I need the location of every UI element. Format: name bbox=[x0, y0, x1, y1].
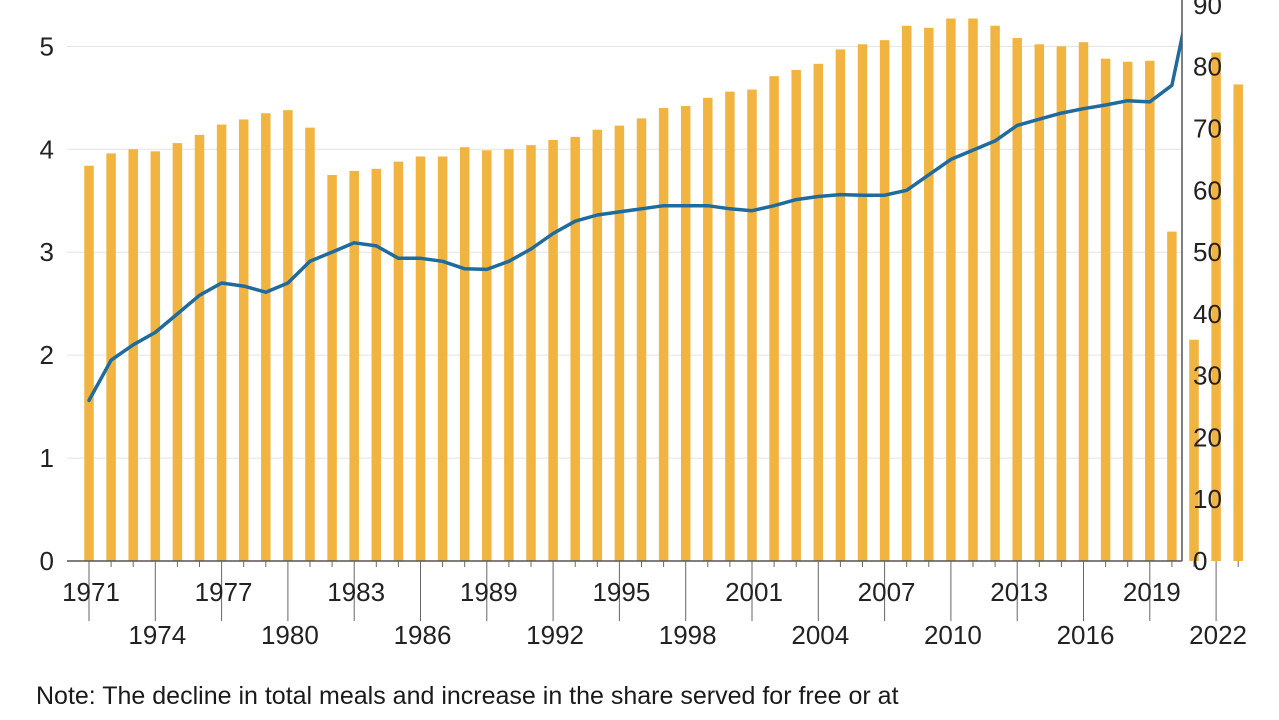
x-tick-label: 1983 bbox=[327, 577, 385, 607]
y-right-tick-label: 60 bbox=[1193, 175, 1222, 205]
bar bbox=[901, 25, 912, 561]
bar bbox=[415, 156, 426, 561]
bar bbox=[703, 97, 713, 561]
line-path bbox=[87, 28, 1182, 403]
bar bbox=[548, 139, 558, 561]
y-right-tick-label: 40 bbox=[1193, 299, 1222, 329]
x-tick-label: 1980 bbox=[261, 620, 319, 650]
x-tick-label: 2004 bbox=[791, 620, 849, 650]
x-tick-label: 2013 bbox=[990, 577, 1048, 607]
y-left-tick-label: 5 bbox=[40, 31, 54, 61]
y-right-tick-label: 10 bbox=[1193, 484, 1222, 514]
bar bbox=[238, 119, 249, 561]
bar bbox=[1233, 84, 1243, 561]
bar-series bbox=[84, 18, 1243, 561]
y-left-tick-label: 3 bbox=[40, 237, 54, 267]
y-right-tick-label: 30 bbox=[1193, 361, 1222, 391]
bar bbox=[1034, 44, 1045, 561]
y-right-tick-label: 50 bbox=[1193, 237, 1222, 267]
bar bbox=[747, 89, 757, 561]
x-tick-label: 1992 bbox=[526, 620, 584, 650]
bar bbox=[261, 113, 271, 561]
y-right-tick-label: 80 bbox=[1193, 52, 1222, 82]
bar bbox=[614, 125, 625, 561]
bar bbox=[128, 149, 138, 561]
bar bbox=[835, 49, 846, 561]
left-y-axis-ticks: 0 1 2 3 4 5 bbox=[40, 31, 54, 576]
y-left-tick-label: 0 bbox=[40, 546, 54, 576]
bar bbox=[150, 151, 161, 561]
bar bbox=[1189, 339, 1199, 561]
bar bbox=[1122, 61, 1133, 561]
bar bbox=[327, 174, 337, 561]
bar bbox=[393, 161, 404, 561]
x-tick-label: 2022 bbox=[1189, 620, 1247, 650]
y-left-tick-label: 4 bbox=[40, 134, 54, 164]
bar bbox=[1012, 38, 1022, 561]
x-tick-label: 2010 bbox=[924, 620, 982, 650]
bar bbox=[990, 25, 1000, 561]
bar bbox=[725, 91, 735, 561]
bar bbox=[857, 44, 868, 561]
bar bbox=[84, 165, 94, 561]
bar bbox=[504, 149, 514, 561]
line-series bbox=[87, 28, 1182, 403]
x-tick-label: 2016 bbox=[1057, 620, 1115, 650]
bar bbox=[968, 18, 978, 561]
bar bbox=[526, 145, 536, 561]
bar bbox=[459, 147, 470, 561]
bar bbox=[924, 27, 934, 561]
bar bbox=[106, 153, 116, 561]
bar bbox=[879, 40, 890, 561]
bar bbox=[1211, 52, 1221, 561]
bar bbox=[1167, 231, 1177, 561]
bar bbox=[194, 134, 205, 561]
x-tick-label: 2007 bbox=[858, 577, 916, 607]
bar bbox=[658, 108, 669, 561]
y-left-tick-label: 2 bbox=[40, 340, 54, 370]
y-right-tick-label: 90 bbox=[1193, 0, 1222, 20]
x-tick-label: 2001 bbox=[725, 577, 783, 607]
x-tick-label: 1971 bbox=[62, 577, 120, 607]
x-tick-label: 1998 bbox=[659, 620, 717, 650]
axes bbox=[67, 0, 1239, 621]
y-right-tick-label: 0 bbox=[1193, 546, 1207, 576]
bar bbox=[482, 150, 492, 561]
bar bbox=[813, 63, 824, 561]
x-tick-label: 1977 bbox=[195, 577, 253, 607]
x-tick-label: 1986 bbox=[394, 620, 452, 650]
bar bbox=[349, 170, 359, 561]
bar bbox=[636, 118, 647, 561]
x-tick-label: 1974 bbox=[128, 620, 186, 650]
bar bbox=[1100, 58, 1111, 561]
y-left-tick-label: 1 bbox=[40, 443, 54, 473]
bar bbox=[791, 69, 801, 561]
bar bbox=[946, 18, 956, 561]
bar bbox=[769, 76, 779, 561]
bar bbox=[680, 106, 691, 561]
y-right-tick-label: 20 bbox=[1193, 422, 1222, 452]
bar bbox=[1078, 42, 1089, 561]
y-right-tick-label: 70 bbox=[1193, 114, 1222, 144]
bar bbox=[437, 156, 448, 561]
bar bbox=[592, 129, 603, 561]
bar bbox=[216, 124, 227, 561]
bar bbox=[305, 127, 315, 561]
right-y-axis-ticks: 0 10 20 30 40 50 60 70 80 90 bbox=[1193, 0, 1222, 576]
x-tick-label: 2019 bbox=[1123, 577, 1181, 607]
bar bbox=[283, 110, 293, 561]
chart-note: Note: The decline in total meals and inc… bbox=[36, 682, 899, 710]
bar bbox=[172, 143, 183, 561]
x-axis-ticks: 1971 1977 1983 1989 1995 2001 2007 2013 2019 1974… bbox=[62, 577, 1247, 650]
bar bbox=[371, 168, 382, 561]
x-tick-label: 1989 bbox=[460, 577, 518, 607]
bar bbox=[570, 136, 580, 561]
bar bbox=[1145, 60, 1155, 561]
x-tick-label: 1995 bbox=[592, 577, 650, 607]
bar bbox=[1056, 46, 1067, 561]
